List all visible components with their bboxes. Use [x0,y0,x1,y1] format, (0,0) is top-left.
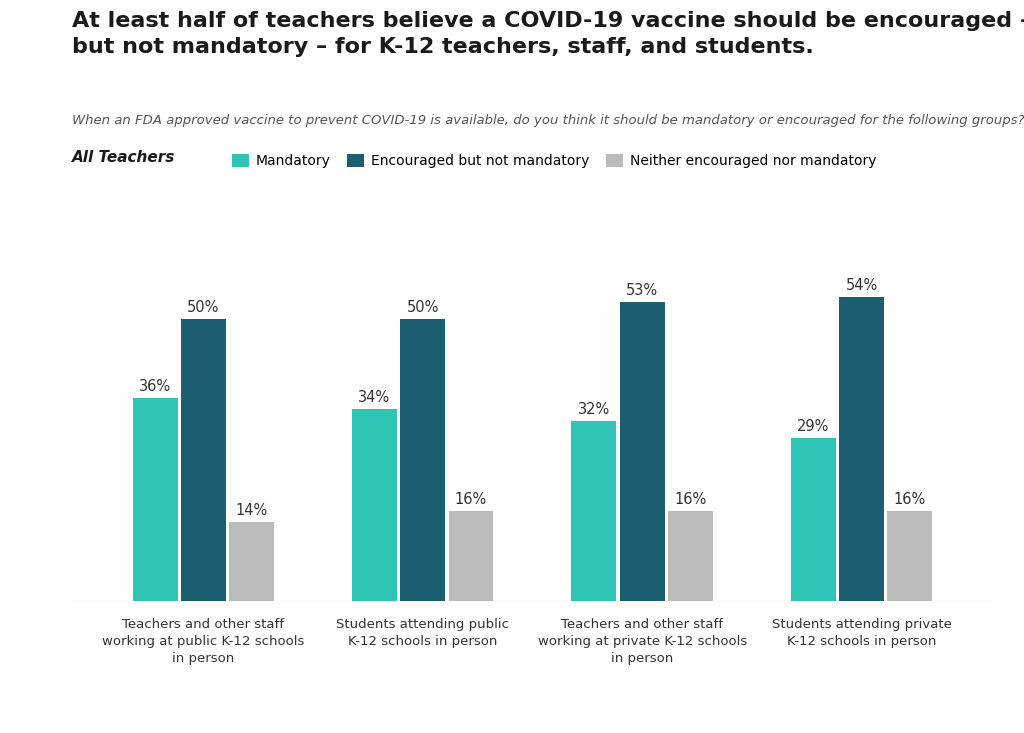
Text: 54%: 54% [846,278,878,292]
Text: When an FDA approved vaccine to prevent COVID-19 is available, do you think it s: When an FDA approved vaccine to prevent … [72,114,1024,127]
Text: 53%: 53% [626,283,658,298]
Bar [620,302,665,601]
Legend: Mandatory, Encouraged but not mandatory, Neither encouraged nor mandatory: Mandatory, Encouraged but not mandatory,… [232,154,877,169]
Bar [133,398,177,601]
Text: 50%: 50% [407,301,439,315]
Text: 16%: 16% [455,492,487,507]
Bar [400,319,445,601]
Bar [352,409,397,601]
Text: 29%: 29% [797,419,829,434]
Text: 34%: 34% [358,391,390,405]
Bar [791,438,836,601]
Bar [840,297,884,601]
Bar [888,511,932,601]
Text: 36%: 36% [139,379,171,394]
Text: All Teachers: All Teachers [72,150,175,165]
Text: 16%: 16% [675,492,707,507]
Text: 50%: 50% [187,301,219,315]
Bar [229,522,274,601]
Text: At least half of teachers believe a COVID-19 vaccine should be encouraged –
but : At least half of teachers believe a COVI… [72,11,1024,56]
Bar [571,421,616,601]
Bar [181,319,225,601]
Text: 16%: 16% [894,492,926,507]
Text: 32%: 32% [578,402,610,416]
Bar [449,511,494,601]
Text: 14%: 14% [236,503,267,518]
Bar [668,511,713,601]
